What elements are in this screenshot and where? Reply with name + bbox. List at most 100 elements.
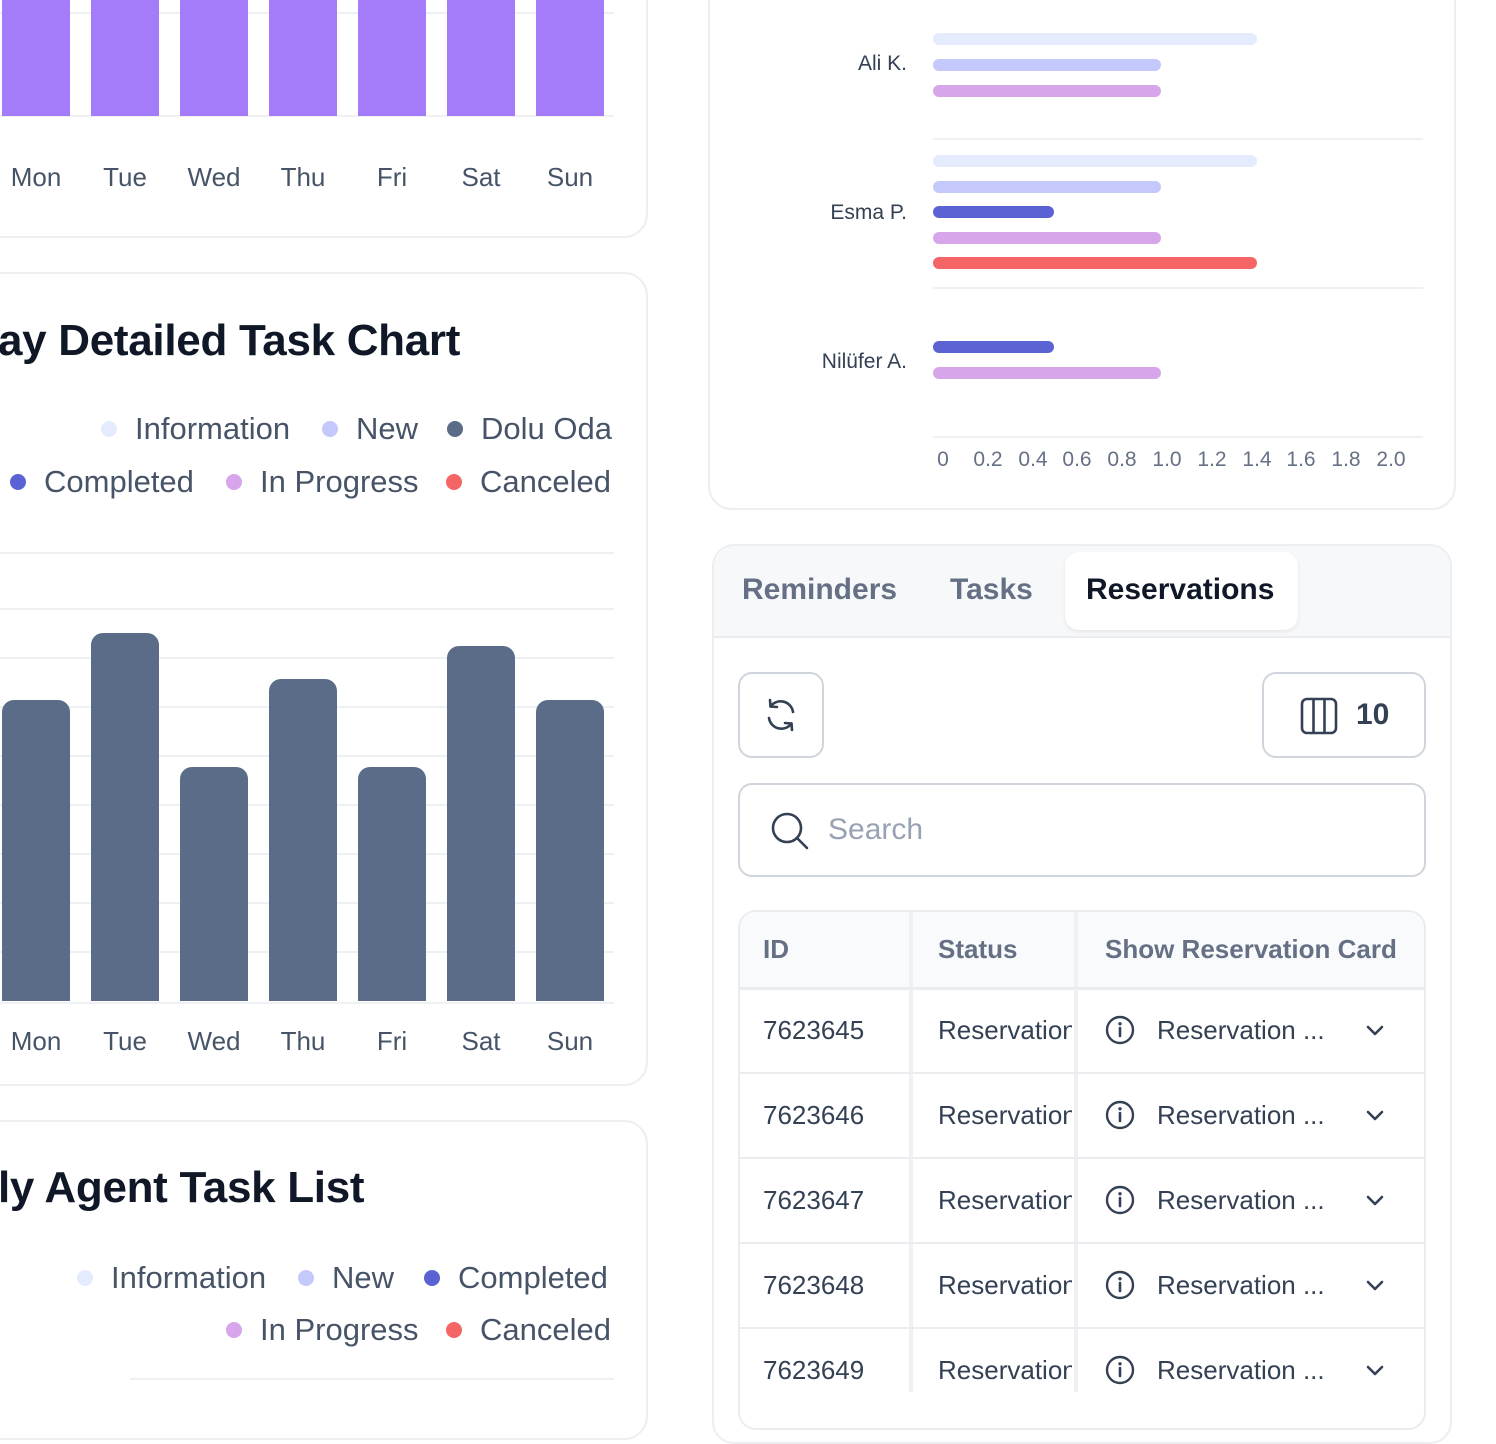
x-tick-label: Tue [103,162,147,192]
chevron-down-icon[interactable] [1364,1359,1386,1381]
chevron-down-icon[interactable] [1364,1104,1386,1126]
info-icon[interactable] [1105,1100,1135,1130]
info-icon[interactable] [1105,1355,1135,1385]
x-tick-label: 0 [937,448,949,471]
bar-sat [447,0,515,116]
legend-item-dolu-oda[interactable]: Dolu Oda [447,411,612,447]
chevron-down-icon[interactable] [1364,1189,1386,1211]
bar-sun [536,0,604,116]
legend-item-information[interactable]: Information [101,411,290,447]
legend-item-information[interactable]: Information [77,1260,266,1296]
header-status[interactable]: Status [938,934,1018,964]
legend-label: Completed [458,1260,608,1295]
x-tick-label: 0.4 [1018,448,1048,471]
chevron-down-icon[interactable] [1364,1019,1386,1041]
tab-reservations-active[interactable]: Reservations [1065,552,1298,630]
legend-item-in-progress[interactable]: In Progress [226,1312,419,1348]
legend-dot [424,1270,440,1286]
table-row[interactable]: 7623649 Reservation Reservation ... [740,1329,1424,1412]
hbar-information [933,33,1258,45]
legend-dot [226,474,242,490]
tab-reminders[interactable]: Reminders [742,573,898,606]
x-tick-label: Tue [103,1026,147,1056]
columns-button[interactable]: 10 [1262,672,1426,758]
agent-task-list-title: ly Agent Task List [0,1163,365,1212]
hbar-in-progress [933,232,1161,244]
cell-id: 7623648 [763,1270,865,1300]
chevron-down-icon[interactable] [1364,1274,1386,1296]
info-icon[interactable] [1105,1270,1135,1300]
x-tick-label: Thu [280,1026,326,1056]
header-show-card[interactable]: Show Reservation Card [1105,934,1397,964]
legend-label: Dolu Oda [481,411,612,446]
row-divider [740,987,1424,989]
stacked-bar-dolu-oda-wed [180,766,248,1001]
legend-label: In Progress [260,464,419,499]
tab-tasks[interactable]: Tasks [950,573,1033,606]
bar-thu [269,0,337,116]
x-tick-label: Sun [546,162,594,192]
legend-dot [447,421,463,437]
x-tick-label: 0.2 [973,448,1003,471]
x-tick-label: Sat [461,162,501,192]
x-tick-label: 1.6 [1286,448,1316,471]
row-divider [740,1072,1424,1074]
legend-item-new[interactable]: New [322,411,418,447]
legend-dot [322,421,338,437]
legend-dot [446,1322,462,1338]
agent-name-label: Ali K. [857,52,907,75]
x-tick-label: Mon [10,162,62,192]
search-placeholder: Search [828,813,924,846]
table-row[interactable]: 7623646 Reservation Reservation ... [740,1074,1424,1157]
stacked-bar-dolu-oda-fri [358,766,426,1001]
legend-dot [10,474,26,490]
x-tick-label: 1.2 [1197,448,1227,471]
legend-dot [77,1270,93,1286]
header-id[interactable]: ID [763,934,789,964]
stacked-bar-dolu-oda-tue [91,632,159,1001]
legend-item-canceled[interactable]: Canceled [446,1312,611,1348]
table-row[interactable]: 7623645 Reservation Reservation ... [740,989,1424,1072]
legend-item-completed[interactable]: Completed [424,1260,608,1296]
legend-item-completed[interactable]: Completed [10,464,194,500]
refresh-button[interactable] [738,672,824,758]
stacked-bar-dolu-oda-thu [269,679,337,1001]
bar-tue [91,0,159,116]
bar-wed [180,0,248,116]
row-divider [740,1157,1424,1159]
legend-label: Canceled [480,464,611,499]
cell-status: Reservation [938,1185,1072,1215]
hbar-new [933,59,1161,71]
hbar-canceled [933,257,1258,269]
cell-reservation-card: Reservation ... [1157,1270,1325,1300]
legend-item-in-progress[interactable]: In Progress [226,464,419,500]
x-tick-label: 1.0 [1152,448,1182,471]
x-tick-label: Mon [10,1026,62,1056]
info-icon[interactable] [1105,1015,1135,1045]
hchart-gridline [933,436,1423,438]
legend-item-canceled[interactable]: Canceled [446,464,611,500]
legend-item-new[interactable]: New [298,1260,394,1296]
info-icon[interactable] [1105,1185,1135,1215]
bar-fri [358,0,426,116]
table-row[interactable]: 7623647 Reservation Reservation ... [740,1159,1424,1242]
hbar-new [933,181,1161,193]
x-tick-label: Wed [187,1026,241,1056]
cell-status: Reservation [938,1355,1072,1385]
cell-id: 7623645 [763,1015,865,1045]
cell-status: Reservation [938,1015,1072,1045]
x-tick-label: Thu [280,162,326,192]
search-input[interactable]: Search [738,783,1426,877]
legend-label: Completed [44,464,194,499]
legend-label: Information [111,1260,267,1295]
row-divider [740,1242,1424,1244]
agent-name-label: Esma P. [830,201,907,224]
column-divider-2 [1074,912,1078,1392]
table-row[interactable]: 7623648 Reservation Reservation ... [740,1244,1424,1327]
x-tick-label: Fri [376,162,408,192]
cell-status: Reservation [938,1100,1072,1130]
hchart-gridline [933,138,1423,140]
x-tick-label: 2.0 [1376,448,1406,471]
cell-id: 7623649 [763,1355,865,1385]
stacked-bar-dolu-oda-sat [447,645,515,1001]
